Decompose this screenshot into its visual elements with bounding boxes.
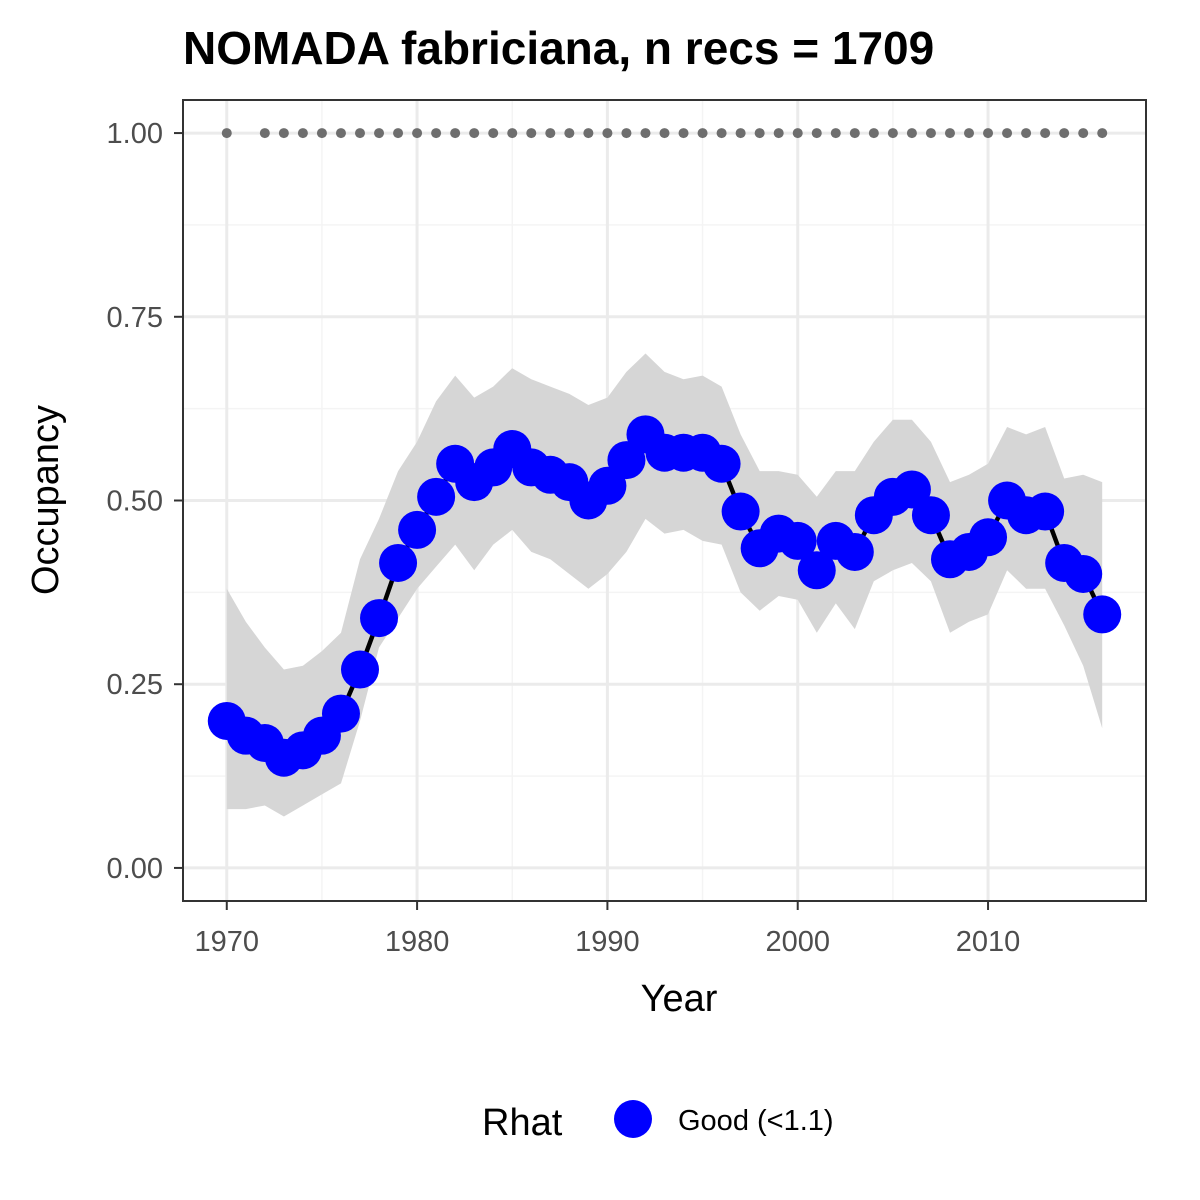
reference-point xyxy=(1097,128,1108,139)
reference-point xyxy=(316,128,327,139)
reference-point xyxy=(1002,128,1013,139)
chart-title: NOMADA fabriciana, n recs = 1709 xyxy=(183,22,934,74)
y-tick-label: 0.50 xyxy=(107,486,163,518)
reference-point xyxy=(697,128,708,139)
reference-point xyxy=(849,128,860,139)
reference-point xyxy=(545,128,556,139)
reference-point xyxy=(1078,128,1089,139)
reference-point xyxy=(354,128,365,139)
y-tick-label: 0.00 xyxy=(107,853,163,885)
reference-point xyxy=(754,128,765,139)
reference-point xyxy=(259,128,270,139)
data-point xyxy=(702,444,741,483)
reference-point xyxy=(507,128,518,139)
x-axis: 1970 1980 1990 2000 2010 xyxy=(195,901,1021,958)
x-tick-label: 2010 xyxy=(956,926,1021,958)
reference-point xyxy=(412,128,423,139)
data-point xyxy=(797,551,836,590)
reference-point xyxy=(1040,128,1051,139)
data-point xyxy=(835,532,874,571)
data-point xyxy=(360,599,399,638)
data-point xyxy=(1064,554,1103,593)
reference-point xyxy=(792,128,803,139)
x-tick-label: 1970 xyxy=(195,926,260,958)
x-tick-label: 2000 xyxy=(765,926,830,958)
reference-point xyxy=(469,128,480,139)
reference-point xyxy=(964,128,975,139)
reference-point xyxy=(583,128,594,139)
legend-key-good xyxy=(614,1100,652,1138)
data-point xyxy=(1026,492,1065,531)
reference-point xyxy=(716,128,727,139)
reference-point xyxy=(1059,128,1070,139)
legend-title: Rhat xyxy=(482,1102,563,1144)
reference-point xyxy=(221,128,232,139)
reference-point xyxy=(773,128,784,139)
reference-point xyxy=(906,128,917,139)
reference-point xyxy=(811,128,822,139)
x-tick-label: 1990 xyxy=(575,926,640,958)
reference-point xyxy=(488,128,499,139)
legend-label-good: Good (<1.1) xyxy=(678,1105,834,1137)
reference-point xyxy=(621,128,632,139)
reference-point xyxy=(735,128,746,139)
data-point xyxy=(911,496,950,535)
reference-point xyxy=(602,128,613,139)
reference-point xyxy=(925,128,936,139)
y-axis: 0.00 0.25 0.50 0.75 1.00 xyxy=(107,118,183,885)
reference-point xyxy=(564,128,575,139)
reference-point xyxy=(297,128,308,139)
reference-point xyxy=(335,128,346,139)
data-point xyxy=(969,518,1008,557)
data-point xyxy=(417,477,456,516)
y-axis-title: Occupancy xyxy=(25,405,67,595)
data-point xyxy=(379,543,418,582)
reference-point xyxy=(431,128,442,139)
reference-point xyxy=(1021,128,1032,139)
data-point xyxy=(721,492,760,531)
data-points-layer xyxy=(207,415,1122,777)
data-point xyxy=(340,650,379,689)
reference-point xyxy=(678,128,689,139)
data-point xyxy=(398,510,437,549)
reference-point xyxy=(278,128,289,139)
reference-point xyxy=(868,128,879,139)
data-point xyxy=(1083,595,1122,634)
y-tick-label: 0.25 xyxy=(107,669,163,701)
reference-point xyxy=(944,128,955,139)
reference-point xyxy=(830,128,841,139)
reference-point xyxy=(374,128,385,139)
y-tick-label: 0.75 xyxy=(107,302,163,334)
reference-point xyxy=(393,128,404,139)
reference-point xyxy=(450,128,461,139)
reference-point xyxy=(659,128,670,139)
reference-point xyxy=(640,128,651,139)
x-axis-title: Year xyxy=(641,978,718,1020)
reference-point xyxy=(983,128,994,139)
reference-point xyxy=(887,128,898,139)
x-tick-label: 1980 xyxy=(385,926,450,958)
legend: Rhat Good (<1.1) xyxy=(482,1100,834,1144)
data-point xyxy=(321,694,360,733)
reference-points-layer xyxy=(221,128,1108,139)
reference-point xyxy=(526,128,537,139)
data-point xyxy=(778,521,817,560)
y-tick-label: 1.00 xyxy=(107,118,163,150)
